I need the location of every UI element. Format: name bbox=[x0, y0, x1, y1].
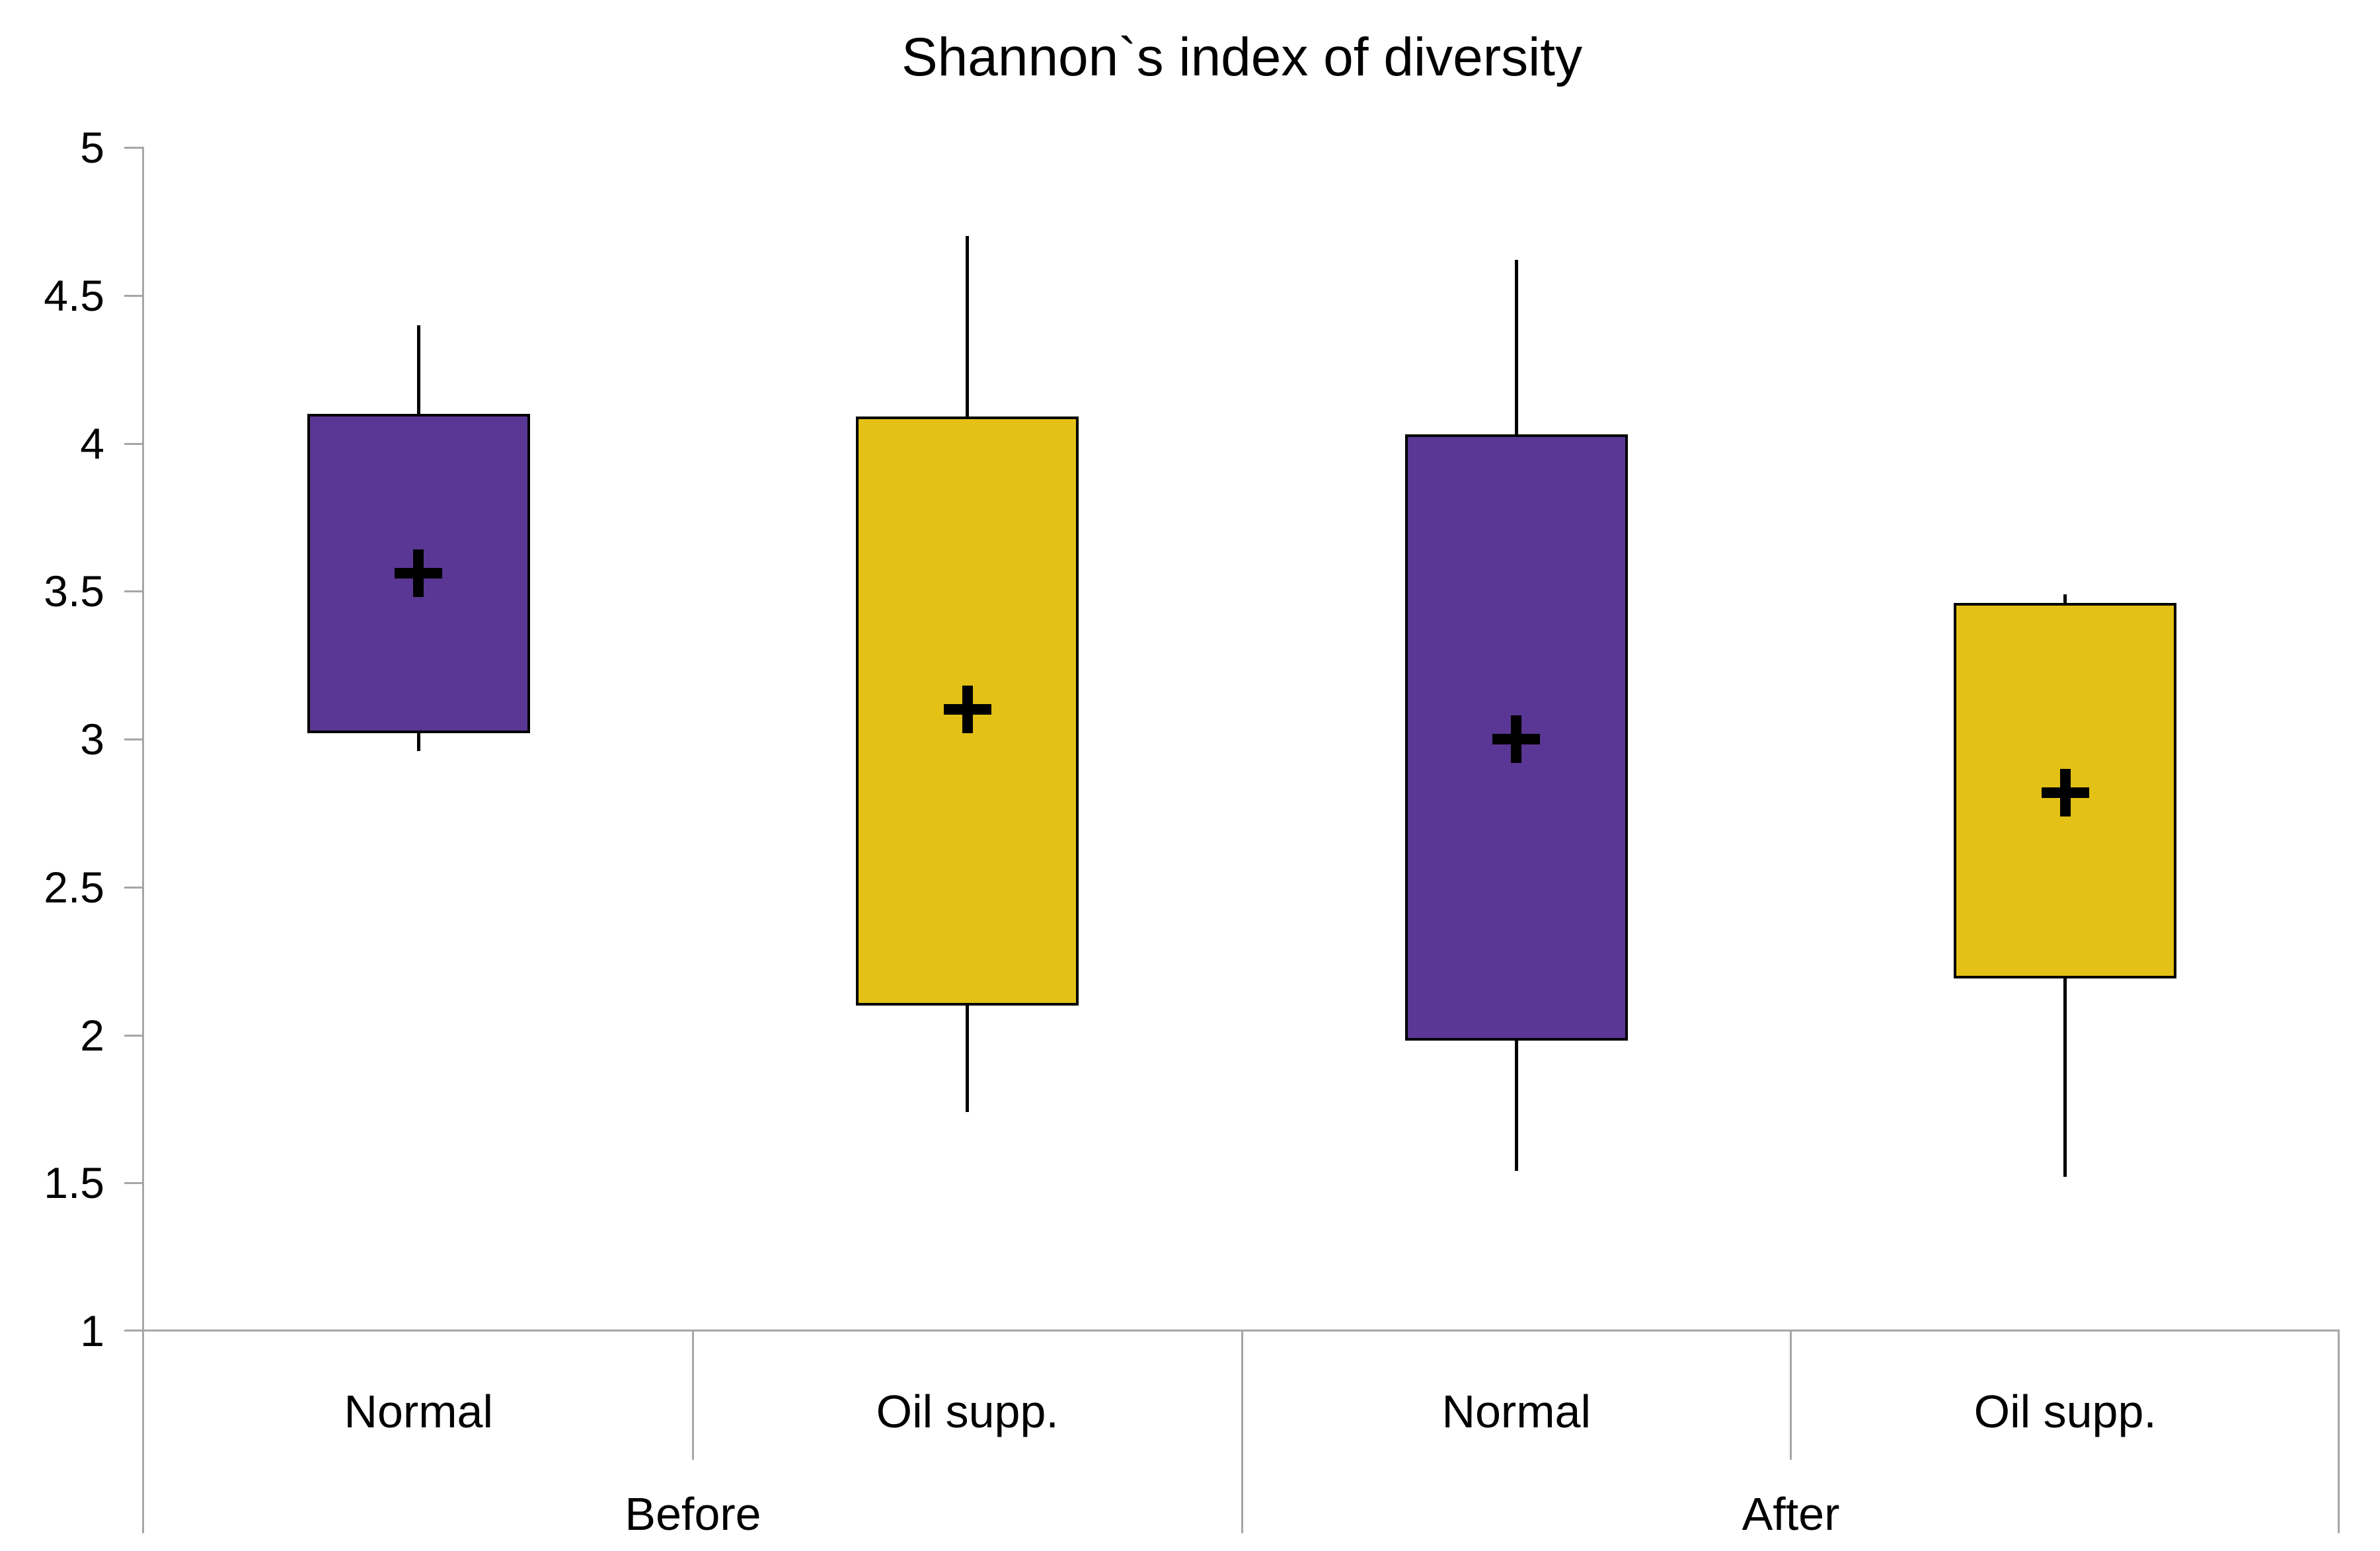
group-label: Before bbox=[625, 1488, 761, 1540]
x-axis-line bbox=[124, 1330, 2340, 1332]
y-tick bbox=[124, 738, 144, 740]
y-tick-label: 2 bbox=[80, 1010, 104, 1060]
category-divider bbox=[692, 1331, 694, 1460]
y-tick bbox=[124, 294, 144, 297]
y-tick-label: 1 bbox=[80, 1306, 104, 1355]
chart-title: Shannon`s index of diversity bbox=[901, 27, 1583, 87]
y-tick-label: 3.5 bbox=[44, 567, 104, 616]
y-tick bbox=[124, 1034, 144, 1037]
category-label: Normal bbox=[344, 1386, 494, 1437]
y-tick-label: 5 bbox=[80, 123, 104, 172]
mean-marker-normal-before bbox=[413, 549, 424, 598]
y-tick-label: 3 bbox=[80, 715, 104, 764]
group-label: After bbox=[1742, 1488, 1840, 1540]
category-label: Oil supp. bbox=[876, 1386, 1059, 1437]
y-tick bbox=[124, 442, 144, 445]
category-label: Normal bbox=[1441, 1386, 1592, 1437]
group-divider bbox=[1241, 1331, 1243, 1533]
y-tick bbox=[124, 590, 144, 593]
y-tick-label: 2.5 bbox=[44, 862, 104, 912]
y-tick bbox=[124, 1182, 144, 1185]
y-tick bbox=[124, 147, 144, 149]
y-axis-line bbox=[142, 147, 144, 1533]
y-tick bbox=[124, 886, 144, 889]
mean-marker-oil-supp-before bbox=[962, 686, 973, 734]
category-label: Oil supp. bbox=[1974, 1386, 2157, 1437]
axis-right-edge bbox=[2338, 1331, 2340, 1533]
y-tick-label: 4.5 bbox=[44, 270, 104, 320]
mean-marker-oil-supp-after bbox=[2059, 768, 2071, 816]
y-tick-label: 1.5 bbox=[44, 1158, 104, 1208]
y-tick-label: 4 bbox=[80, 418, 104, 468]
mean-marker-normal-after bbox=[1511, 715, 1522, 763]
category-divider bbox=[1790, 1331, 1792, 1460]
